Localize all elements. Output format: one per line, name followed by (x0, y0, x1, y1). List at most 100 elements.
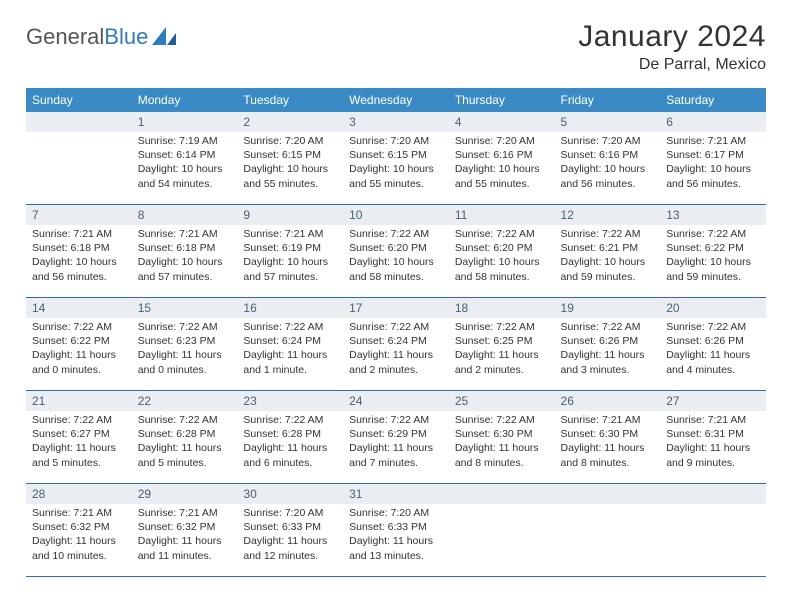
day-body: Sunrise: 7:22 AMSunset: 6:21 PMDaylight:… (555, 225, 661, 297)
calendar-cell: 12Sunrise: 7:22 AMSunset: 6:21 PMDayligh… (555, 205, 661, 298)
daylight-line: Daylight: 10 hours and 58 minutes. (349, 255, 443, 283)
day-number: 4 (449, 112, 555, 132)
sunrise-line: Sunrise: 7:22 AM (138, 320, 232, 334)
daylight-line: Daylight: 10 hours and 56 minutes. (561, 162, 655, 190)
calendar-cell: 26Sunrise: 7:21 AMSunset: 6:30 PMDayligh… (555, 391, 661, 484)
calendar-table: SundayMondayTuesdayWednesdayThursdayFrid… (26, 88, 766, 577)
day-number-empty (449, 484, 555, 504)
sunrise-line: Sunrise: 7:21 AM (138, 506, 232, 520)
sunset-line: Sunset: 6:30 PM (455, 427, 549, 441)
day-body: Sunrise: 7:20 AMSunset: 6:15 PMDaylight:… (237, 132, 343, 204)
day-number: 13 (660, 205, 766, 225)
day-number: 12 (555, 205, 661, 225)
daylight-line: Daylight: 10 hours and 56 minutes. (32, 255, 126, 283)
day-number: 31 (343, 484, 449, 504)
sunset-line: Sunset: 6:29 PM (349, 427, 443, 441)
daylight-line: Daylight: 10 hours and 54 minutes. (138, 162, 232, 190)
calendar-cell: 13Sunrise: 7:22 AMSunset: 6:22 PMDayligh… (660, 205, 766, 298)
sunrise-line: Sunrise: 7:22 AM (349, 413, 443, 427)
sunset-line: Sunset: 6:15 PM (243, 148, 337, 162)
daylight-line: Daylight: 11 hours and 4 minutes. (666, 348, 760, 376)
day-number: 17 (343, 298, 449, 318)
day-number: 22 (132, 391, 238, 411)
weekday-header: Sunday (26, 88, 132, 112)
day-body: Sunrise: 7:20 AMSunset: 6:33 PMDaylight:… (343, 504, 449, 576)
calendar-cell: 2Sunrise: 7:20 AMSunset: 6:15 PMDaylight… (237, 112, 343, 205)
daylight-line: Daylight: 10 hours and 58 minutes. (455, 255, 549, 283)
daylight-line: Daylight: 11 hours and 13 minutes. (349, 534, 443, 562)
day-body: Sunrise: 7:20 AMSunset: 6:16 PMDaylight:… (555, 132, 661, 204)
day-number: 27 (660, 391, 766, 411)
weekday-header-row: SundayMondayTuesdayWednesdayThursdayFrid… (26, 88, 766, 112)
calendar-cell: 11Sunrise: 7:22 AMSunset: 6:20 PMDayligh… (449, 205, 555, 298)
day-number: 25 (449, 391, 555, 411)
daylight-line: Daylight: 11 hours and 9 minutes. (666, 441, 760, 469)
day-number: 18 (449, 298, 555, 318)
title-block: January 2024 De Parral, Mexico (578, 20, 766, 74)
calendar-cell: 27Sunrise: 7:21 AMSunset: 6:31 PMDayligh… (660, 391, 766, 484)
calendar-cell: 7Sunrise: 7:21 AMSunset: 6:18 PMDaylight… (26, 205, 132, 298)
calendar-cell: 23Sunrise: 7:22 AMSunset: 6:28 PMDayligh… (237, 391, 343, 484)
day-body: Sunrise: 7:21 AMSunset: 6:19 PMDaylight:… (237, 225, 343, 297)
day-body-empty (660, 504, 766, 576)
calendar-row: 1Sunrise: 7:19 AMSunset: 6:14 PMDaylight… (26, 112, 766, 205)
calendar-cell: 29Sunrise: 7:21 AMSunset: 6:32 PMDayligh… (132, 484, 238, 577)
sunset-line: Sunset: 6:22 PM (32, 334, 126, 348)
sunset-line: Sunset: 6:14 PM (138, 148, 232, 162)
day-body: Sunrise: 7:19 AMSunset: 6:14 PMDaylight:… (132, 132, 238, 204)
sunrise-line: Sunrise: 7:21 AM (243, 227, 337, 241)
sunset-line: Sunset: 6:23 PM (138, 334, 232, 348)
logo: GeneralBlue (26, 20, 178, 50)
day-body: Sunrise: 7:21 AMSunset: 6:18 PMDaylight:… (26, 225, 132, 297)
day-body: Sunrise: 7:21 AMSunset: 6:32 PMDaylight:… (132, 504, 238, 576)
calendar-body: 1Sunrise: 7:19 AMSunset: 6:14 PMDaylight… (26, 112, 766, 577)
sunrise-line: Sunrise: 7:22 AM (138, 413, 232, 427)
day-number: 19 (555, 298, 661, 318)
day-number: 9 (237, 205, 343, 225)
sunset-line: Sunset: 6:20 PM (455, 241, 549, 255)
sunset-line: Sunset: 6:17 PM (666, 148, 760, 162)
day-body: Sunrise: 7:22 AMSunset: 6:20 PMDaylight:… (449, 225, 555, 297)
day-number: 10 (343, 205, 449, 225)
day-number: 14 (26, 298, 132, 318)
weekday-header: Saturday (660, 88, 766, 112)
day-body: Sunrise: 7:21 AMSunset: 6:32 PMDaylight:… (26, 504, 132, 576)
sunset-line: Sunset: 6:20 PM (349, 241, 443, 255)
day-body: Sunrise: 7:22 AMSunset: 6:28 PMDaylight:… (132, 411, 238, 483)
location: De Parral, Mexico (578, 56, 766, 74)
sunset-line: Sunset: 6:32 PM (32, 520, 126, 534)
day-body: Sunrise: 7:22 AMSunset: 6:26 PMDaylight:… (555, 318, 661, 390)
calendar-cell: 10Sunrise: 7:22 AMSunset: 6:20 PMDayligh… (343, 205, 449, 298)
calendar-cell: 8Sunrise: 7:21 AMSunset: 6:18 PMDaylight… (132, 205, 238, 298)
sunrise-line: Sunrise: 7:20 AM (349, 134, 443, 148)
sunset-line: Sunset: 6:26 PM (666, 334, 760, 348)
sunrise-line: Sunrise: 7:20 AM (349, 506, 443, 520)
calendar-cell: 19Sunrise: 7:22 AMSunset: 6:26 PMDayligh… (555, 298, 661, 391)
calendar-cell: 31Sunrise: 7:20 AMSunset: 6:33 PMDayligh… (343, 484, 449, 577)
day-body: Sunrise: 7:22 AMSunset: 6:25 PMDaylight:… (449, 318, 555, 390)
month-title: January 2024 (578, 20, 766, 54)
day-body-empty (555, 504, 661, 576)
day-number: 20 (660, 298, 766, 318)
sunset-line: Sunset: 6:18 PM (32, 241, 126, 255)
day-number-empty (555, 484, 661, 504)
sunset-line: Sunset: 6:25 PM (455, 334, 549, 348)
sunset-line: Sunset: 6:27 PM (32, 427, 126, 441)
day-body-empty (26, 132, 132, 204)
day-number: 30 (237, 484, 343, 504)
calendar-cell: 15Sunrise: 7:22 AMSunset: 6:23 PMDayligh… (132, 298, 238, 391)
day-number: 6 (660, 112, 766, 132)
day-body: Sunrise: 7:22 AMSunset: 6:22 PMDaylight:… (660, 225, 766, 297)
day-number: 11 (449, 205, 555, 225)
sunset-line: Sunset: 6:31 PM (666, 427, 760, 441)
calendar-cell: 22Sunrise: 7:22 AMSunset: 6:28 PMDayligh… (132, 391, 238, 484)
day-body: Sunrise: 7:22 AMSunset: 6:24 PMDaylight:… (343, 318, 449, 390)
calendar-cell: 16Sunrise: 7:22 AMSunset: 6:24 PMDayligh… (237, 298, 343, 391)
sunrise-line: Sunrise: 7:22 AM (561, 227, 655, 241)
weekday-header: Wednesday (343, 88, 449, 112)
day-body: Sunrise: 7:22 AMSunset: 6:28 PMDaylight:… (237, 411, 343, 483)
sunset-line: Sunset: 6:21 PM (561, 241, 655, 255)
sunset-line: Sunset: 6:28 PM (243, 427, 337, 441)
day-number: 1 (132, 112, 238, 132)
day-body: Sunrise: 7:20 AMSunset: 6:16 PMDaylight:… (449, 132, 555, 204)
